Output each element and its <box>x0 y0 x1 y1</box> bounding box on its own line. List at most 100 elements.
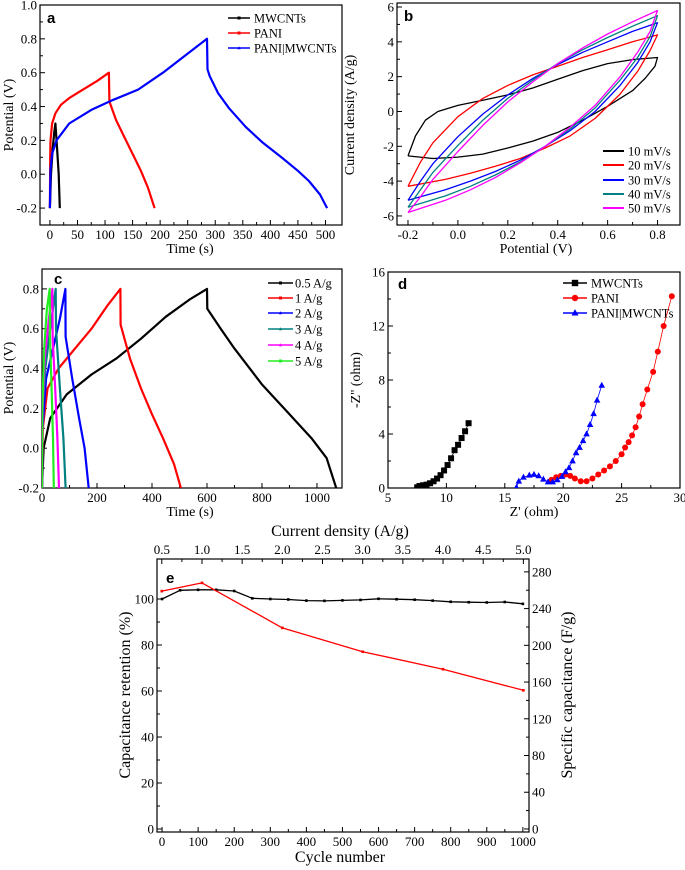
legend-marker <box>571 279 579 287</box>
data-point <box>214 588 218 592</box>
legend-marker <box>571 309 579 316</box>
data-point <box>612 458 619 464</box>
data-point <box>341 599 344 602</box>
y-tick-label: 20 <box>141 776 154 791</box>
data-point <box>644 386 651 393</box>
x-axis-title: Potential (V) <box>500 242 573 257</box>
data-point <box>577 478 584 485</box>
data-point <box>571 475 578 482</box>
data-point <box>395 597 398 601</box>
y-tick-label: 6 <box>388 0 395 15</box>
legend-label: 50 mV/s <box>628 202 671 216</box>
data-point <box>449 600 453 604</box>
legend-marker <box>278 311 283 315</box>
x2-tick-label: 1.0 <box>194 542 210 557</box>
legend-label: PANI <box>591 292 619 306</box>
legend-label: 20 mV/s <box>628 159 671 173</box>
data-point <box>455 441 462 448</box>
y2-axis-title: Specific capacitance (F/g) <box>559 611 576 778</box>
data-point <box>423 481 430 488</box>
x-tick-label: 150 <box>123 227 143 242</box>
series-group <box>407 9 659 214</box>
x2-tick-label: 5.0 <box>515 542 531 557</box>
y2-tick-label: 160 <box>532 675 552 690</box>
data-point <box>565 464 573 471</box>
plot-frame <box>387 271 681 489</box>
y-tick-label: 0 <box>379 481 386 496</box>
legend-label: PANI|MWCNTs <box>254 42 337 56</box>
x-tick-label: 0.0 <box>450 227 466 242</box>
data-point <box>579 437 587 444</box>
data-point <box>503 600 507 604</box>
legend-entry: PANI|MWCNTs <box>228 42 337 56</box>
y-tick-label: 16 <box>372 265 386 280</box>
data-point <box>654 348 661 355</box>
series-line-series-1 <box>161 582 524 691</box>
legend-marker <box>237 16 241 20</box>
x-tick-label: 600 <box>369 834 389 849</box>
x-tick-label: 1000 <box>304 490 330 505</box>
x-tick-label: 800 <box>252 490 272 505</box>
y-tick-label: 60 <box>141 684 154 699</box>
data-point <box>562 468 569 475</box>
series-line-0-5-a-g <box>42 287 338 488</box>
panel-c: 0 200 400 600 800 1000 -0.2 0.0 0.2 0.4 0.6 0.8 Time… <box>2 268 343 520</box>
data-point <box>434 475 441 482</box>
x-tick-label: 300 <box>205 227 225 242</box>
y2-tick-label: 0 <box>532 821 539 836</box>
data-point <box>196 588 200 592</box>
x-tick-label: 250 <box>178 227 198 242</box>
legend-label: MWCNTs <box>254 12 306 26</box>
x-tick-label: 700 <box>405 834 425 849</box>
legend-label: 4 A/g <box>295 339 323 353</box>
y2-tick-label: 120 <box>532 711 552 726</box>
data-point <box>549 478 556 485</box>
x-tick-label: 300 <box>261 834 281 849</box>
data-point <box>200 581 204 585</box>
y-tick-label: 0.4 <box>21 99 38 114</box>
series-line-pani-mwcnts <box>48 37 329 209</box>
x-tick-label: 0.6 <box>600 227 617 242</box>
data-point <box>526 471 533 478</box>
data-point <box>589 475 596 482</box>
series-group <box>48 37 329 209</box>
legend-label: PANI|MWCNTs <box>591 307 674 321</box>
x-tick-label: 0.2 <box>500 227 516 242</box>
series-line-30-mv-s <box>407 22 659 201</box>
series-line-50-mv-s <box>407 9 659 214</box>
series-group <box>414 293 675 488</box>
x-tick-label: 10 <box>440 490 453 505</box>
data-point <box>572 449 580 456</box>
data-point <box>441 467 448 474</box>
x-tick-label: 800 <box>441 834 461 849</box>
data-point <box>668 293 675 300</box>
legend-marker <box>237 31 241 35</box>
y-axis-title: Potential (V) <box>2 341 17 414</box>
data-point <box>521 602 525 606</box>
legend-entry: 50 mV/s <box>603 202 671 216</box>
data-point <box>629 432 636 439</box>
data-point <box>232 589 236 593</box>
legend-marker <box>279 359 282 363</box>
data-point <box>462 428 469 435</box>
x-tick-label: 100 <box>95 227 115 242</box>
plot-frame <box>39 4 343 226</box>
data-point <box>441 667 445 671</box>
legend-entry: 0.5 A/g <box>268 277 333 291</box>
data-point <box>430 478 437 485</box>
plot-frame <box>41 268 343 489</box>
legend-entry: 10 mV/s <box>603 145 671 159</box>
x2-tick-label: 3.5 <box>395 542 411 557</box>
data-point <box>160 597 164 601</box>
data-point <box>660 323 667 329</box>
x-tick-label: 450 <box>288 227 308 242</box>
x2-tick-label: 2.0 <box>274 542 290 557</box>
data-point <box>622 444 629 451</box>
legend-entry: 3 A/g <box>268 323 323 337</box>
y-tick-label: 0.6 <box>23 321 40 336</box>
legend-marker <box>279 281 282 285</box>
y2-tick-label: 200 <box>532 638 552 653</box>
data-point <box>305 599 308 602</box>
data-point <box>540 475 547 482</box>
